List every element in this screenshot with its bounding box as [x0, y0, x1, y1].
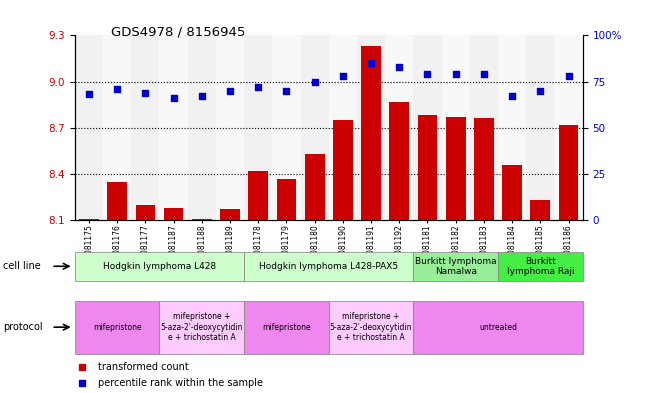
- Point: [197, 93, 207, 99]
- Text: mifepristone +
5-aza-2'-deoxycytidin
e + trichostatin A: mifepristone + 5-aza-2'-deoxycytidin e +…: [161, 312, 243, 342]
- Text: Burkitt lymphoma
Namalwa: Burkitt lymphoma Namalwa: [415, 257, 497, 276]
- Point: [112, 86, 122, 92]
- Bar: [248, 171, 268, 220]
- Bar: [503, 165, 522, 220]
- Bar: [474, 119, 493, 220]
- Bar: [446, 117, 465, 220]
- Point: [84, 91, 94, 97]
- Bar: [132, 35, 159, 220]
- Bar: [277, 178, 296, 220]
- Point: [140, 90, 150, 96]
- Bar: [498, 35, 526, 220]
- Bar: [418, 116, 437, 220]
- Text: cell line: cell line: [3, 261, 41, 271]
- Bar: [389, 101, 409, 220]
- Bar: [333, 120, 353, 220]
- Bar: [220, 209, 240, 220]
- Bar: [470, 35, 498, 220]
- Bar: [135, 205, 155, 220]
- Bar: [216, 35, 244, 220]
- Bar: [413, 301, 583, 354]
- Point: [366, 60, 376, 66]
- Bar: [159, 301, 244, 354]
- Text: mifepristone: mifepristone: [93, 323, 141, 332]
- Bar: [531, 200, 550, 220]
- Text: Hodgkin lymphoma L428: Hodgkin lymphoma L428: [103, 262, 216, 271]
- Bar: [192, 219, 212, 220]
- Bar: [75, 35, 103, 220]
- Text: GDS4978 / 8156945: GDS4978 / 8156945: [111, 26, 245, 39]
- Bar: [413, 35, 441, 220]
- Text: Burkitt
lymphoma Raji: Burkitt lymphoma Raji: [506, 257, 574, 276]
- Point: [394, 64, 404, 70]
- Bar: [79, 219, 99, 220]
- Point: [225, 88, 235, 94]
- Text: untreated: untreated: [479, 323, 517, 332]
- Bar: [244, 252, 413, 281]
- Point: [535, 88, 546, 94]
- Bar: [441, 35, 470, 220]
- Bar: [526, 35, 555, 220]
- Point: [169, 95, 179, 101]
- Bar: [301, 35, 329, 220]
- Bar: [361, 46, 381, 220]
- Text: mifepristone +
5-aza-2'-deoxycytidin
e + trichostatin A: mifepristone + 5-aza-2'-deoxycytidin e +…: [330, 312, 412, 342]
- Bar: [164, 208, 184, 220]
- Text: percentile rank within the sample: percentile rank within the sample: [98, 378, 263, 388]
- Bar: [75, 301, 159, 354]
- Point: [338, 73, 348, 79]
- Bar: [244, 35, 272, 220]
- Bar: [413, 252, 498, 281]
- Point: [253, 84, 264, 90]
- Bar: [357, 35, 385, 220]
- Text: mifepristone: mifepristone: [262, 323, 311, 332]
- Bar: [107, 182, 127, 220]
- Bar: [498, 252, 583, 281]
- Bar: [329, 301, 413, 354]
- Bar: [103, 35, 132, 220]
- Text: protocol: protocol: [3, 322, 43, 332]
- Point: [309, 79, 320, 85]
- Bar: [559, 125, 578, 220]
- Bar: [555, 35, 583, 220]
- Bar: [385, 35, 413, 220]
- Text: Hodgkin lymphoma L428-PAX5: Hodgkin lymphoma L428-PAX5: [259, 262, 398, 271]
- Bar: [272, 35, 301, 220]
- Text: transformed count: transformed count: [98, 362, 189, 372]
- Point: [450, 71, 461, 77]
- Point: [281, 88, 292, 94]
- Bar: [305, 154, 324, 220]
- Bar: [187, 35, 216, 220]
- Bar: [329, 35, 357, 220]
- Point: [563, 73, 574, 79]
- Bar: [159, 35, 187, 220]
- Point: [507, 93, 518, 99]
- Point: [422, 71, 433, 77]
- Bar: [244, 301, 329, 354]
- Bar: [75, 252, 244, 281]
- Point: [478, 71, 489, 77]
